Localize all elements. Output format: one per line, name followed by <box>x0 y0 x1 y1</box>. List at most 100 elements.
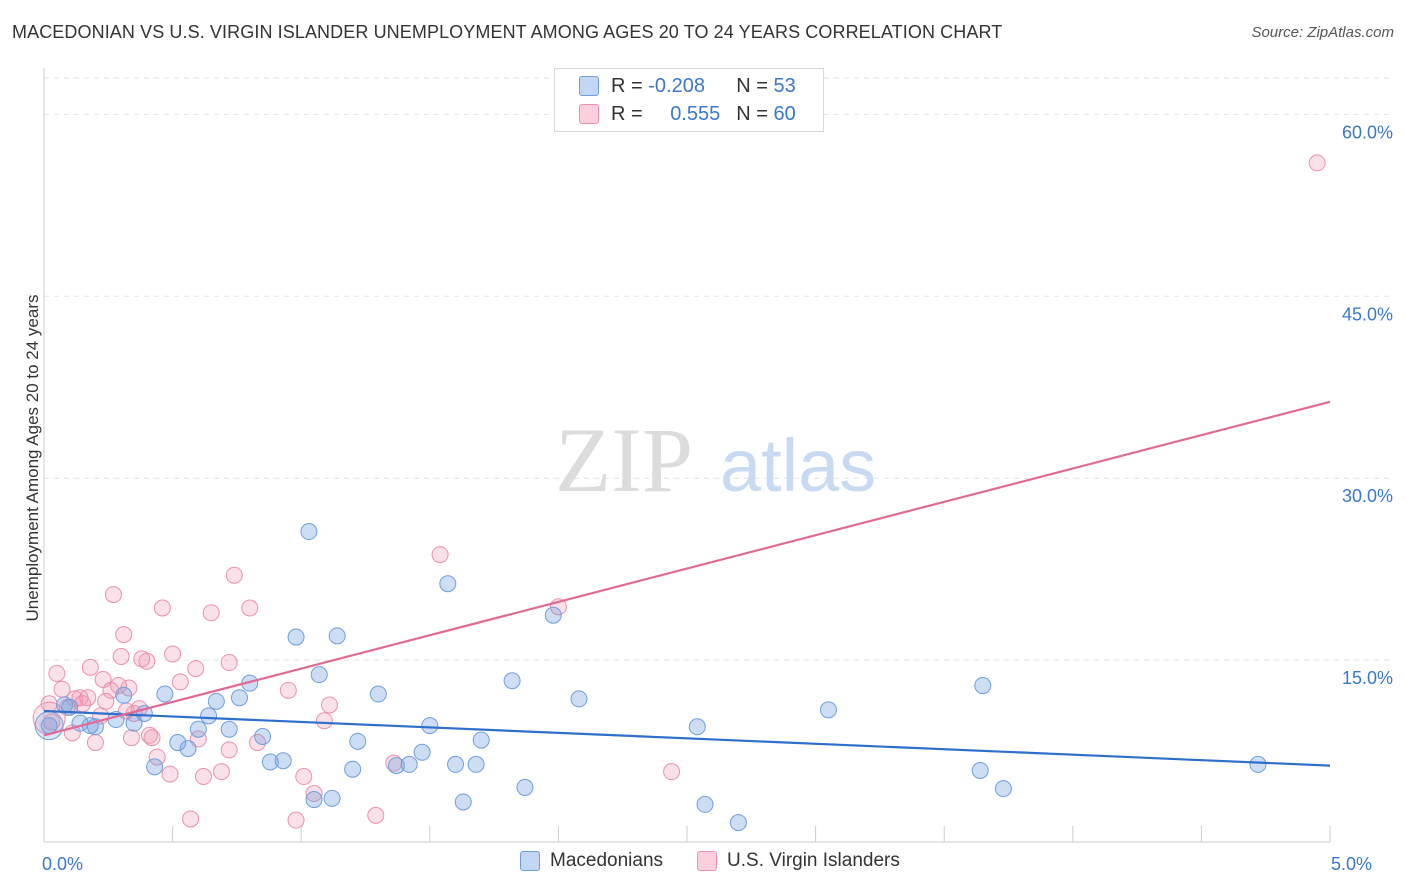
virgin-islander-point <box>212 763 230 781</box>
macedonian-point <box>454 793 472 811</box>
virgin-islander-point <box>241 599 259 617</box>
virgin-islander-point <box>164 645 182 663</box>
macedonian-point <box>207 692 225 710</box>
virgin-islander-trend-line <box>43 400 1331 737</box>
macedonian-point <box>230 689 248 707</box>
virgin-islander-point <box>225 566 243 584</box>
source-label: Source: ZipAtlas.com <box>1251 24 1394 41</box>
macedonian-point <box>421 717 439 735</box>
virgin-islander-point <box>279 681 297 699</box>
virgin-islander-point <box>182 810 200 828</box>
virgin-islander-point <box>320 696 338 714</box>
legend-label: U.S. Virgin Islanders <box>727 850 900 871</box>
n-value: 60 <box>773 102 796 125</box>
macedonian-point <box>328 627 346 645</box>
virgin-islander-point <box>663 763 681 781</box>
virgin-islander-point <box>315 712 333 730</box>
virgin-islander-point <box>115 626 133 644</box>
macedonian-trend-line <box>43 709 1331 767</box>
r-value: -0.208 <box>648 74 705 97</box>
virgin-islander-point <box>148 748 166 766</box>
virgin-islander-point <box>194 768 212 786</box>
watermark-zip: ZIP <box>555 409 693 511</box>
virgin-islander-point <box>112 647 130 665</box>
macedonian-point <box>323 789 341 807</box>
macedonian-point <box>1249 755 1267 773</box>
series-legend: Macedonians U.S. Virgin Islanders <box>520 850 934 872</box>
legend-item-virgin-islanders: U.S. Virgin Islanders <box>697 850 900 872</box>
r-label: R = <box>611 102 643 125</box>
virgin-islander-point <box>104 586 122 604</box>
macedonian-point <box>570 690 588 708</box>
y-tick-label: 60.0% <box>1342 122 1393 142</box>
virgin-islander-point <box>153 599 171 617</box>
y-tick-label: 30.0% <box>1342 486 1393 506</box>
macedonian-point <box>300 523 318 541</box>
macedonian-point <box>729 814 747 832</box>
y-axis-label: Unemployment Among Ages 20 to 24 years <box>23 294 42 622</box>
virgin-islander-point <box>138 652 156 670</box>
macedonian-point <box>696 795 714 813</box>
virgin-islander-point <box>1308 154 1326 172</box>
macedonian-point <box>387 757 405 775</box>
virgin-islander-point <box>86 734 104 752</box>
virgin-islander-point <box>220 654 238 672</box>
macedonian-point <box>344 760 362 778</box>
virgin-islander-point <box>295 768 313 786</box>
macedonian-point <box>467 755 485 773</box>
macedonian-point <box>254 727 272 745</box>
virgin-islander-point <box>305 784 323 802</box>
macedonian-point <box>261 753 279 771</box>
macedonian-point <box>115 686 133 704</box>
virgin-islander-point <box>367 806 385 824</box>
legend-label: Macedonians <box>550 850 664 871</box>
macedonian-point <box>994 780 1012 798</box>
virgin-islander-point <box>79 689 97 707</box>
n-value: 53 <box>773 74 796 97</box>
pink-swatch <box>579 104 599 124</box>
blue-swatch <box>579 76 599 96</box>
chart-title: MACEDONIAN VS U.S. VIRGIN ISLANDER UNEMP… <box>12 22 1003 42</box>
macedonian-point <box>189 720 207 738</box>
virgin-islander-point <box>110 677 128 695</box>
pink-swatch <box>697 851 718 871</box>
macedonian-point <box>439 575 457 593</box>
virgin-islander-point <box>171 673 189 691</box>
virgin-islander-point <box>187 660 205 678</box>
virgin-islander-point <box>122 729 140 747</box>
virgin-islander-point <box>202 604 220 622</box>
virgin-islander-point <box>220 741 238 759</box>
macedonian-point <box>516 778 534 796</box>
legend-row-virgin-islanders: R = 0.555 N = 60 <box>579 100 796 128</box>
virgin-islander-point <box>140 726 158 744</box>
virgin-islander-point <box>48 664 66 682</box>
virgin-islander-point <box>431 546 449 564</box>
macedonian-point <box>400 755 418 773</box>
macedonian-point <box>146 758 164 776</box>
y-tick-label: 15.0% <box>1342 668 1393 688</box>
macedonian-point <box>819 701 837 719</box>
virgin-islander-point <box>97 692 115 710</box>
virgin-islander-point <box>161 765 179 783</box>
r-label: R = <box>611 74 643 97</box>
virgin-islander-point <box>287 811 305 829</box>
virgin-islander-point <box>143 729 161 747</box>
x-tick-label: 5.0% <box>1331 854 1372 874</box>
macedonian-point <box>34 711 64 741</box>
macedonian-point <box>156 685 174 703</box>
x-tick-label: 0.0% <box>42 854 83 874</box>
macedonian-point <box>200 707 218 725</box>
blue-swatch <box>520 851 540 871</box>
virgin-islander-point <box>81 658 99 676</box>
correlation-legend: R = -0.208 N = 53 R = 0.555 N = 60 <box>554 68 824 132</box>
macedonian-point <box>688 718 706 736</box>
macedonian-point <box>413 743 431 761</box>
r-value: 0.555 <box>670 102 721 125</box>
macedonian-point <box>274 752 292 770</box>
legend-row-macedonians: R = -0.208 N = 53 <box>579 72 796 100</box>
macedonian-point <box>472 731 490 749</box>
n-label: N = <box>736 102 768 125</box>
n-label: N = <box>736 74 768 97</box>
macedonian-point <box>305 791 323 809</box>
